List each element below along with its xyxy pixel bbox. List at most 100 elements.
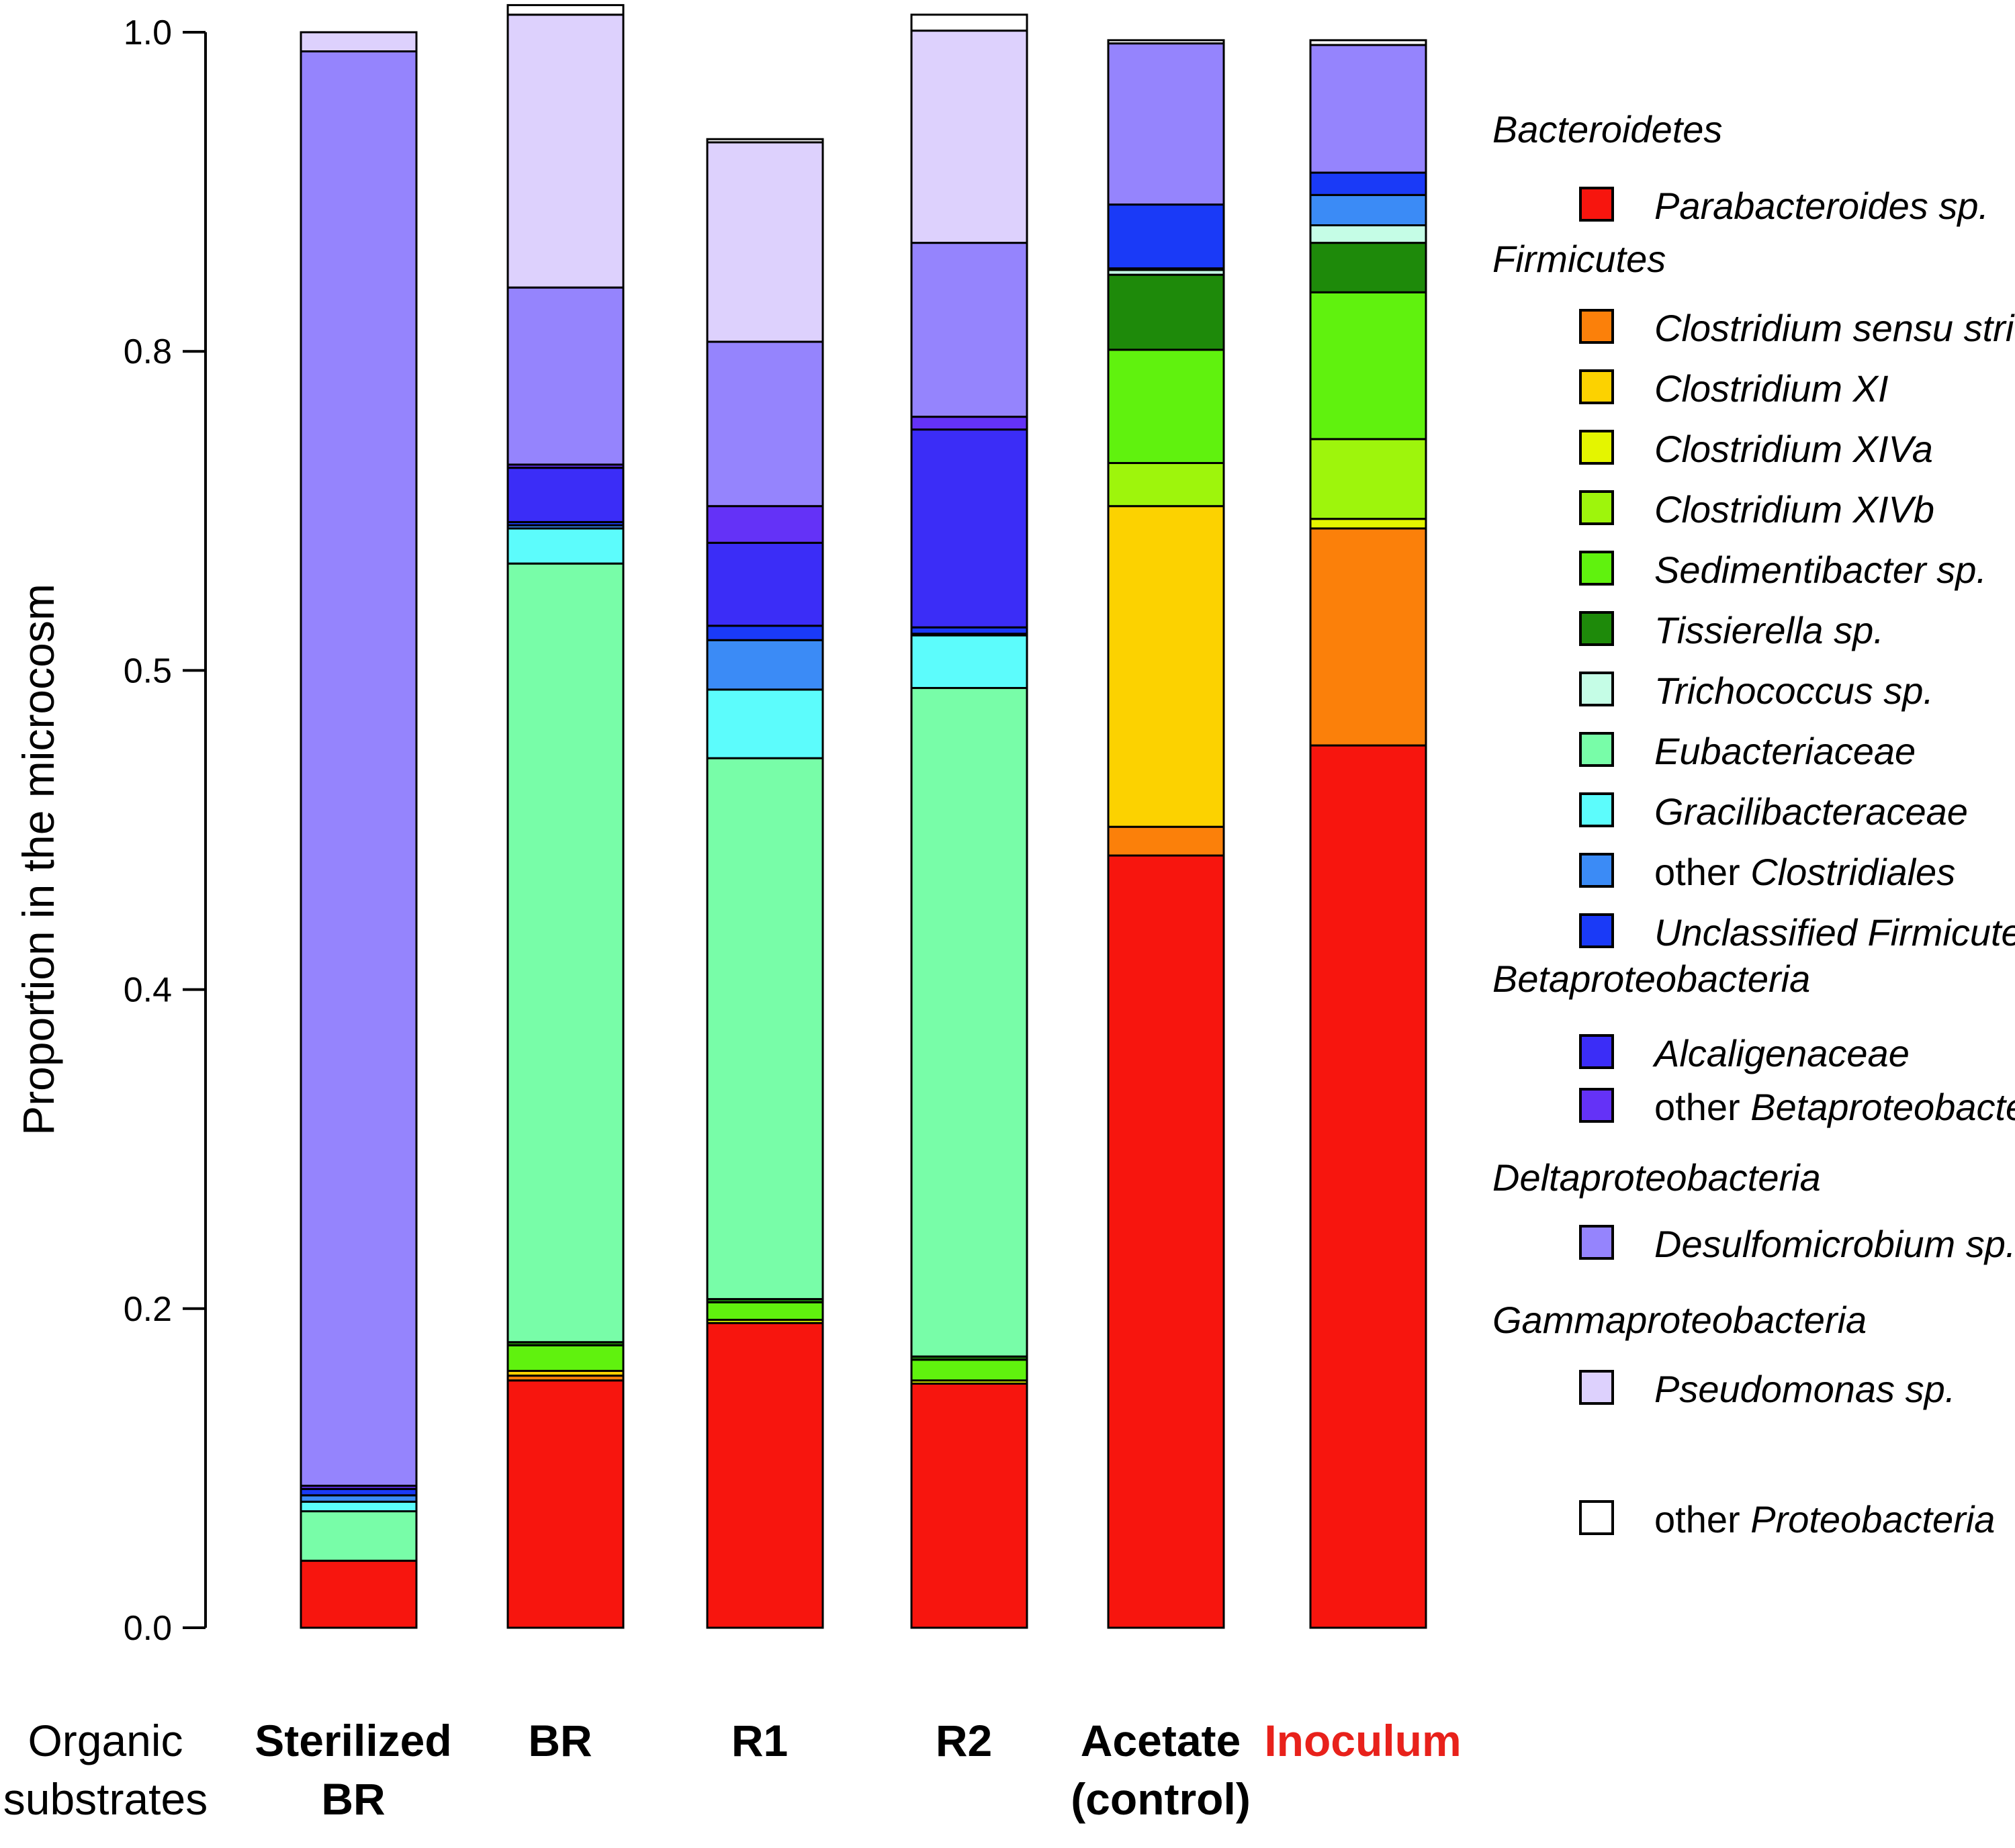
bar-segment (706, 639, 824, 691)
bar-stack (910, 13, 1028, 1629)
category-label: Acetate (1081, 1716, 1241, 1765)
bar-segment (506, 562, 625, 1344)
bar-segment (506, 4, 625, 16)
legend-swatch (1579, 672, 1614, 706)
bar-segment (1107, 825, 1225, 857)
bar-segment (1107, 39, 1225, 45)
bar-segment (1309, 744, 1427, 1629)
bar-segment (910, 242, 1028, 418)
bar-segment (910, 1358, 1028, 1382)
legend-label: Sedimentibacter sp. (1654, 549, 1987, 591)
bar-segment (1309, 39, 1427, 46)
legend-label: Eubacteriaceae (1654, 730, 1916, 772)
legend-label: Clostridium XIVb (1654, 488, 1934, 530)
category-label: R2 (936, 1716, 992, 1765)
legend-swatch (1579, 1225, 1614, 1260)
bar-segment (1107, 273, 1225, 351)
bar-segment (1309, 224, 1427, 244)
y-tick-label: 0.4 (124, 971, 172, 1010)
bar-stack (1309, 39, 1427, 1629)
bar-segment (706, 541, 824, 627)
category-label: R1 (731, 1716, 788, 1765)
bar-segment (1107, 462, 1225, 508)
legend-label: Gracilibacteraceae (1654, 790, 1968, 833)
legend-swatch (1579, 853, 1614, 888)
bar-segment (706, 141, 824, 343)
bar-segment (1309, 518, 1427, 530)
legend-label: other Clostridiales (1654, 851, 1955, 893)
y-tick-label: 0.0 (124, 1609, 172, 1648)
bar-segment (910, 13, 1028, 32)
bar-segment (300, 1559, 418, 1629)
bar-segment (506, 467, 625, 523)
legend-swatch (1579, 792, 1614, 827)
bar-stack (706, 138, 824, 1629)
legend-label: Trichococcus sp. (1654, 669, 1934, 712)
bar-segment (1309, 242, 1427, 293)
bar-segment (506, 1379, 625, 1629)
category-label: BR (321, 1774, 385, 1824)
legend: Bacteroidetes Parabacteroides sp. Firmicut… (1492, 108, 2015, 1540)
legend-swatch (1579, 611, 1614, 646)
bar-segment (706, 625, 824, 641)
y-axis-label: Proportion in the microcosm (13, 584, 63, 1136)
legend-group-title: Betaproteobacteria (1492, 958, 1810, 1000)
legend-label: Clostridium XIVa (1654, 428, 1933, 470)
bar-segment (1309, 44, 1427, 174)
bar-segment (506, 13, 625, 289)
bar-segment (300, 1510, 418, 1562)
bar-segment (1107, 349, 1225, 465)
legend-label: Clostridium sensu stricto (1654, 307, 2015, 349)
bar-segment (706, 757, 824, 1301)
category-label: Inoculum (1264, 1716, 1461, 1765)
legend-swatch (1579, 430, 1614, 465)
legend-label: Parabacteroides sp. (1654, 185, 1989, 227)
legend-group-title: Gammaproteobacteria (1492, 1299, 1867, 1341)
legend-group-title: Firmicutes (1492, 238, 1666, 280)
bar-segment (506, 286, 625, 466)
legend-label: other Proteobacteria (1654, 1498, 1995, 1540)
y-axis: 0.0 0.2 0.4 0.5 0.8 1.0 Proportion in the micr… (13, 13, 207, 1648)
legend-group-title: Deltaproteobacteria (1492, 1156, 1821, 1199)
bar-segment (1309, 171, 1427, 196)
bar-segment (1107, 505, 1225, 828)
legend-label: Pseudomonas sp. (1654, 1368, 1955, 1410)
bar-segment (910, 428, 1028, 629)
bar-segment (1107, 42, 1225, 206)
legend-label: Desulfomicrobium sp. (1654, 1223, 2015, 1265)
bar-segment (300, 50, 418, 1487)
bar-segment (300, 31, 418, 53)
bar-segment (1309, 527, 1427, 747)
bar-segment (910, 634, 1028, 690)
legend-swatch (1579, 551, 1614, 586)
legend-label: Unclassified Firmicutes (1654, 911, 2015, 954)
bar-segment (300, 1500, 418, 1513)
bar-segment (1309, 438, 1427, 520)
bar-segment (706, 1322, 824, 1629)
bar-stack (506, 4, 625, 1629)
bar-segment (706, 688, 824, 759)
bar-segment (506, 1344, 625, 1372)
y-tick-label: 0.8 (124, 332, 172, 371)
bar-segment (706, 138, 824, 144)
category-label: BR (528, 1716, 592, 1765)
legend-swatch (1579, 490, 1614, 525)
y-tick-label: 0.5 (124, 651, 172, 690)
legend-swatch (1579, 369, 1614, 404)
legend-swatch (1579, 913, 1614, 948)
category-label: (control) (1071, 1774, 1251, 1824)
legend-label: other Betaproteobacteria (1654, 1086, 2015, 1128)
bar-segment (706, 340, 824, 508)
bar-segment (1309, 291, 1427, 441)
legend-swatch (1579, 732, 1614, 767)
legend-group-title: Bacteroidetes (1492, 108, 1722, 150)
bar-segment (1107, 854, 1225, 1629)
legend-swatch (1579, 309, 1614, 344)
bar-segment (1107, 203, 1225, 270)
row-label: substrates (3, 1774, 208, 1824)
bar-segment (706, 505, 824, 544)
bars (300, 4, 1427, 1629)
legend-swatch (1579, 1500, 1614, 1535)
legend-label: Tissierella sp. (1654, 609, 1884, 651)
legend-label: Alcaligenaceae (1652, 1032, 1910, 1074)
